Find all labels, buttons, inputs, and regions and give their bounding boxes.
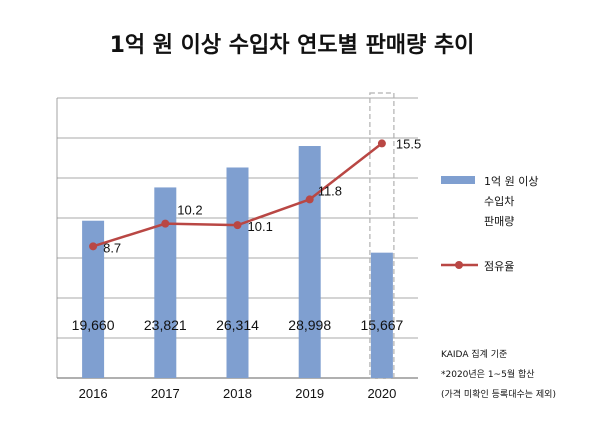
share-value-label-2017: 10.2 [177,203,202,218]
x-tick-label-2016: 2016 [79,386,108,401]
x-tick-label-2018: 2018 [223,386,252,401]
legend-bar-label-line3: 판매량 [484,215,514,228]
bar-value-label-2019: 28,998 [288,317,331,333]
bar-2017 [154,187,177,378]
legend: 1억 원 이상 수입차 판매량 점유율 [441,175,538,273]
share-point-2019 [305,195,314,204]
share-line-series [89,139,386,251]
x-tick-label-2017: 2017 [151,386,180,401]
x-tick-label-2019: 2019 [295,386,324,401]
x-tick-label-2020: 2020 [367,386,396,401]
bar-value-label-2018: 26,314 [216,317,259,333]
legend-line-marker [455,261,463,269]
data-labels: 19,660 23,821 26,314 28,998 15,667 8.7 10.2 10.… [72,136,422,333]
bar-2016 [82,220,105,378]
note-exclusion: (가격 미확인 등록대수는 제외) [441,388,556,400]
legend-line-label: 점유율 [484,260,514,273]
source-notes: KAIDA 집계 기준 *2020년은 1~5월 합산 (가격 미확인 등록대수… [441,348,556,400]
x-axis: 2016 2017 2018 2019 2020 [79,386,397,401]
legend-bar-label-line1: 1억 원 이상 [484,175,538,188]
bar-2019 [298,146,321,378]
bar-2018 [226,167,249,378]
share-value-label-2019: 11.8 [318,183,342,198]
share-value-label-2016: 8.7 [103,240,121,255]
bar-value-label-2020: 15,667 [360,317,403,333]
bar-value-label-2017: 23,821 [144,317,187,333]
legend-bar-swatch [441,176,475,184]
share-point-2020 [377,139,386,148]
share-point-2016 [89,242,98,251]
chart-title: 1억 원 이상 수입차 연도별 판매량 추이 [110,33,475,58]
bar-value-label-2016: 19,660 [72,317,115,333]
share-point-2018 [233,221,242,230]
bar-2020 [370,252,393,378]
legend-bar-label-line2: 수입차 [484,195,514,208]
plot-area: 19,660 23,821 26,314 28,998 15,667 8.7 10.2 10.… [56,92,422,401]
note-period: *2020년은 1~5월 합산 [441,368,535,380]
note-source: KAIDA 집계 기준 [441,348,507,360]
share-value-label-2020: 15.5 [396,136,421,151]
share-point-2017 [161,219,170,228]
bar-series [82,146,393,378]
share-value-label-2018: 10.1 [248,219,273,234]
